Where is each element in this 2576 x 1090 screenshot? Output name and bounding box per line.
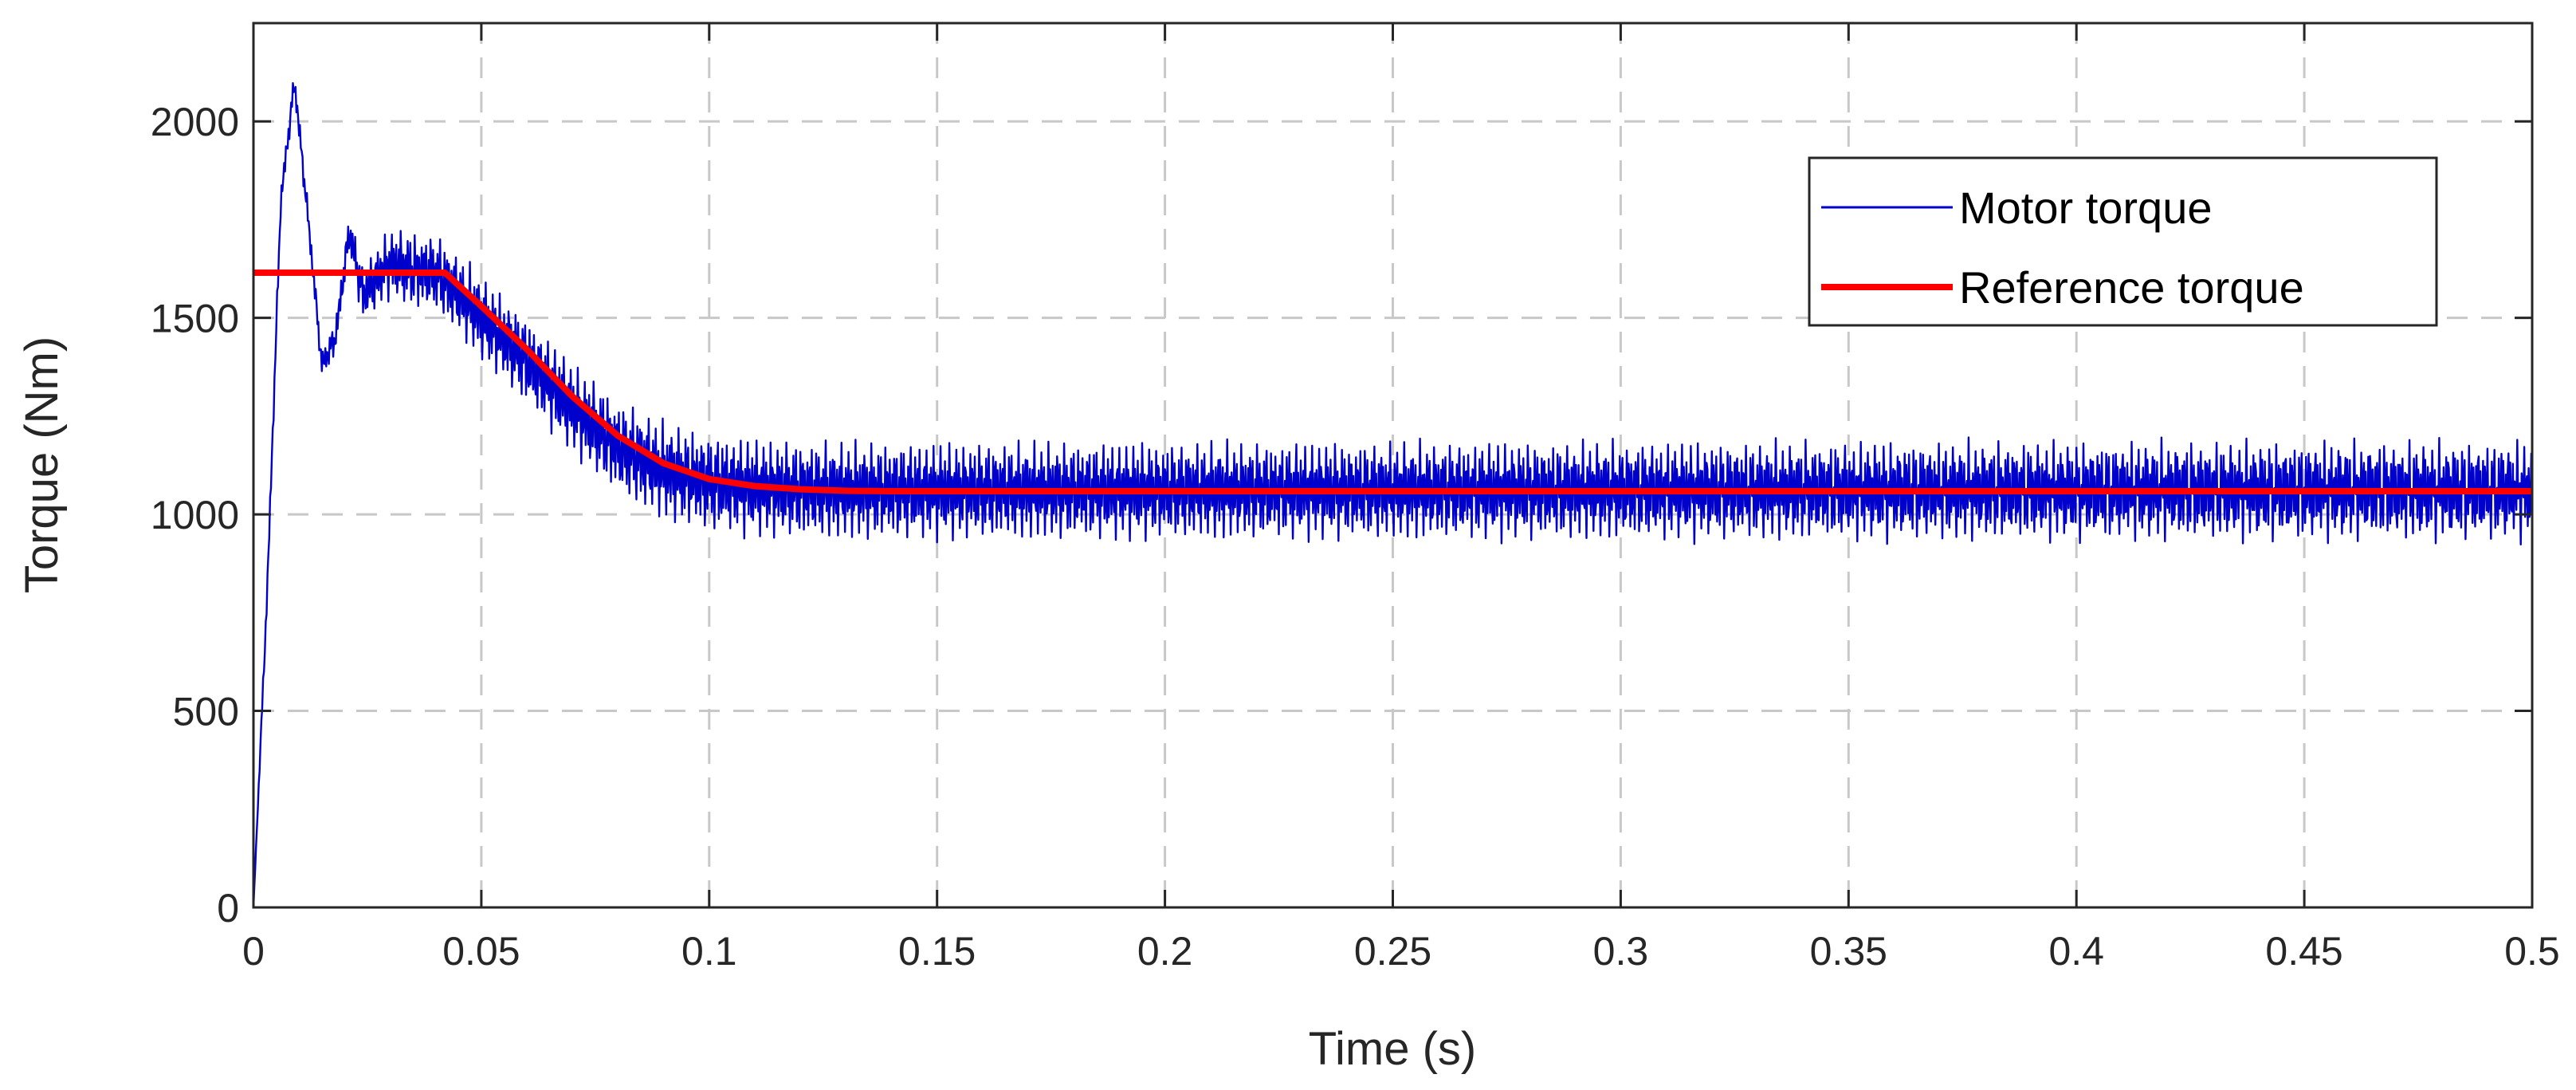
x-tick-label: 0.1 xyxy=(681,929,737,974)
x-tick-label: 0.35 xyxy=(1810,929,1887,974)
legend-label-reference-torque: Reference torque xyxy=(1959,262,2304,313)
x-tick-label: 0.15 xyxy=(898,929,976,974)
series xyxy=(252,82,2534,908)
legend: Motor torque Reference torque xyxy=(1808,156,2438,327)
legend-box xyxy=(1808,156,2438,327)
x-tick-label: 0.2 xyxy=(1137,929,1193,974)
y-tick-label: 1500 xyxy=(151,297,239,341)
y-tick-label: 2000 xyxy=(151,100,239,144)
y-tick-label: 0 xyxy=(217,886,239,931)
y-axis-label: Torque (Nm) xyxy=(16,336,68,593)
y-tick-label: 500 xyxy=(173,690,239,734)
x-tick-label: 0.3 xyxy=(1593,929,1649,974)
x-tick-label: 0.45 xyxy=(2265,929,2342,974)
x-tick-label: 0.5 xyxy=(2504,929,2560,974)
ticks: 0 0.05 0.1 0.15 0.2 0.25 0.3 0.35 0.4 0.45 0.5 0 500… xyxy=(151,23,2560,974)
x-tick-label: 0.4 xyxy=(2048,929,2104,974)
x-tick-label: 0 xyxy=(242,929,265,974)
x-axis-label: Time (s) xyxy=(1309,1023,1476,1075)
x-tick-label: 0.25 xyxy=(1354,929,1431,974)
y-tick-label: 1000 xyxy=(151,493,239,537)
series-line-motor-torque xyxy=(252,82,2534,908)
x-tick-label: 0.05 xyxy=(442,929,520,974)
series-line-reference-torque xyxy=(253,270,2532,494)
legend-label-motor-torque: Motor torque xyxy=(1959,183,2213,233)
